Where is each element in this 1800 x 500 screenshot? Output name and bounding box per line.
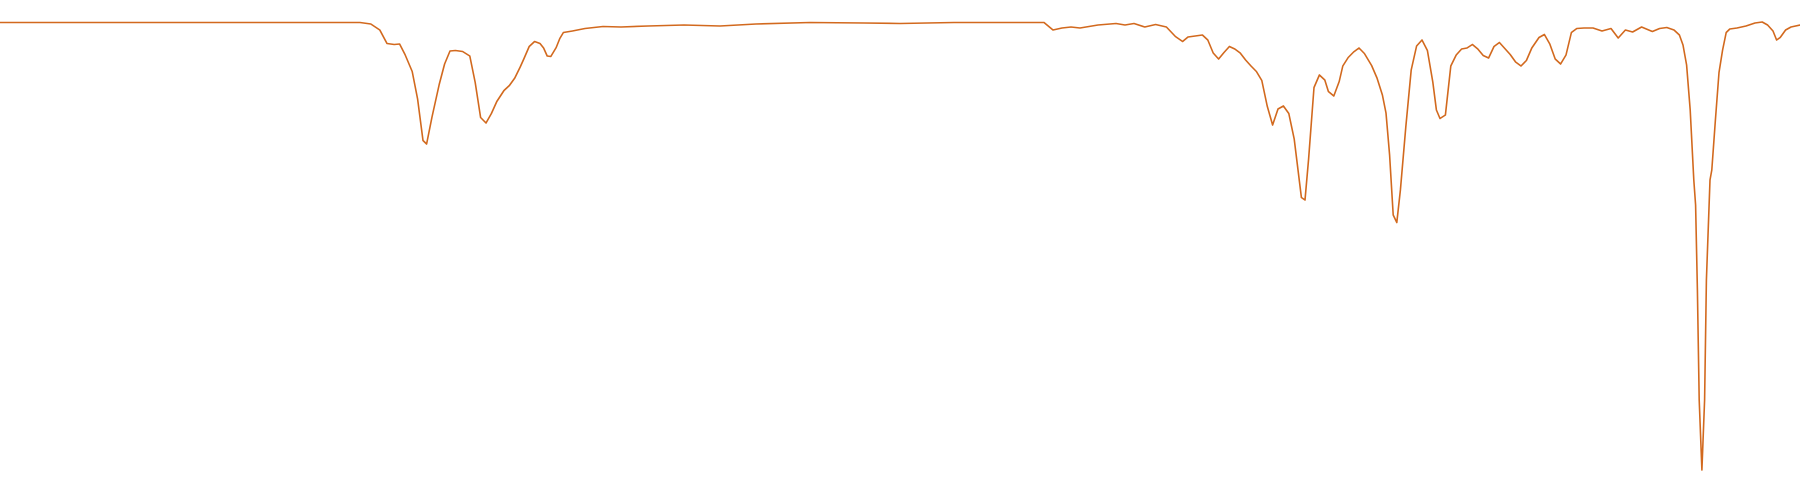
- series-layer: [0, 21, 1800, 471]
- series-line-1: [0, 21, 1800, 471]
